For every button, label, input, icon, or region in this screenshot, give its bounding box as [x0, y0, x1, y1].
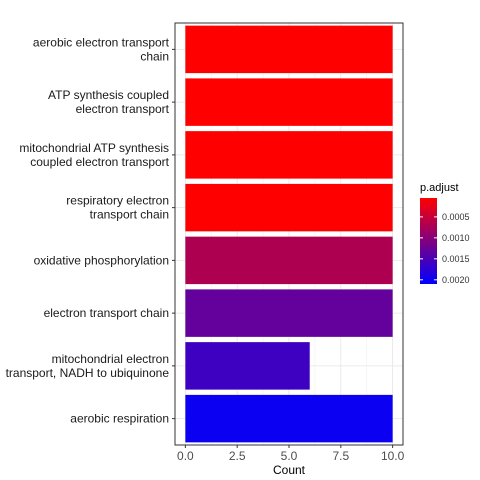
x-tick-label: 2.5 — [229, 449, 246, 463]
x-tick-label: 0.0 — [177, 449, 194, 463]
bar — [185, 394, 393, 443]
x-tick-label: 5.0 — [281, 449, 298, 463]
legend-colorbar — [420, 198, 437, 284]
category-label: aerobic electron transport chain — [33, 35, 170, 63]
category-label: ATP synthesis coupled electron transport — [48, 88, 170, 116]
legend-tick-label: 0.0010 — [442, 233, 470, 243]
legend-ticks: 0.0005 0.0010 0.0015 0.0020 — [420, 212, 470, 285]
bar — [185, 183, 393, 232]
category-label: mitochondrial electron transport, NADH to… — [6, 352, 170, 380]
legend-tick-label: 0.0005 — [442, 212, 470, 222]
bar — [185, 131, 393, 179]
bar — [185, 289, 393, 337]
x-axis: 0.0 2.5 5.0 7.5 10.0 — [177, 445, 405, 463]
legend-title: p.adjust — [420, 182, 459, 194]
category-label: oxidative phosphorylation — [34, 253, 169, 267]
legend: p.adjust 0.0005 0.0010 0.0015 0.0020 — [420, 182, 470, 285]
x-tick-label: 7.5 — [332, 449, 349, 463]
legend-tick-label: 0.0020 — [442, 275, 470, 285]
category-label: electron transport chain — [44, 306, 169, 320]
bar — [185, 236, 393, 285]
category-label: mitochondrial ATP synthesis coupled elect… — [19, 141, 169, 169]
category-labels: aerobic electron transport chain ATP synth… — [6, 35, 175, 426]
x-axis-title: Count — [273, 463, 306, 477]
bar — [185, 78, 393, 126]
bars — [174, 22, 404, 446]
bar — [185, 25, 393, 74]
legend-tick-label: 0.0015 — [442, 254, 470, 264]
x-tick-label: 10.0 — [381, 449, 405, 463]
bar — [185, 342, 310, 390]
category-label: aerobic respiration — [70, 412, 169, 426]
category-label: respiratory electron transport chain — [66, 194, 169, 222]
